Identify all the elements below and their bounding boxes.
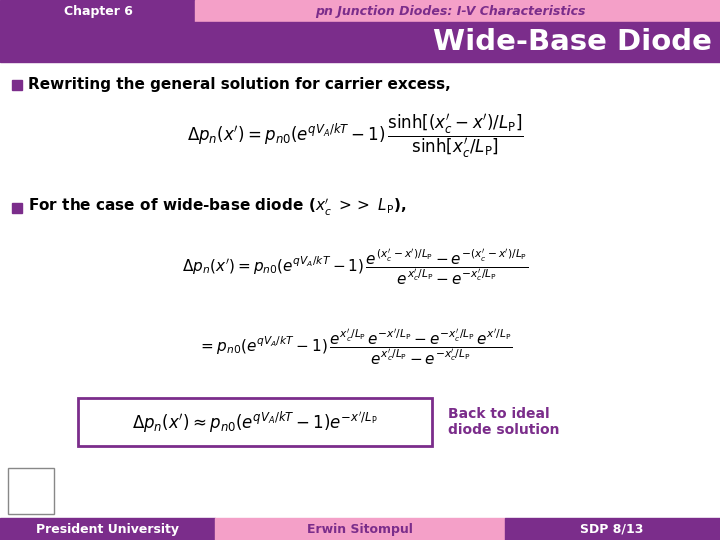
Text: Erwin Sitompul: Erwin Sitompul (307, 523, 413, 536)
Bar (8, 468, 54, 514)
Text: $\Delta p_n(x') \approx p_{n0}(e^{qV_A/kT}-1)e^{-x'/L_{\rm P}}$: $\Delta p_n(x') \approx p_{n0}(e^{qV_A/k… (132, 409, 378, 435)
Text: For the case of wide-base diode ($x_c'\ >>\ L_{\rm P}$),: For the case of wide-base diode ($x_c'\ … (28, 197, 406, 218)
Bar (12, 203, 22, 213)
Text: Back to ideal
diode solution: Back to ideal diode solution (448, 407, 559, 437)
Bar (12, 80, 22, 90)
Text: Wide-Base Diode: Wide-Base Diode (433, 28, 712, 56)
Text: Rewriting the general solution for carrier excess,: Rewriting the general solution for carri… (28, 77, 451, 91)
Text: $\Delta p_n(x') = p_{n0}(e^{qV_A/kT}-1)\,\dfrac{\sinh\!\left[(x_c'-x')/L_{\rm P}: $\Delta p_n(x') = p_{n0}(e^{qV_A/kT}-1)\… (186, 113, 523, 161)
Bar (505, 518, 720, 540)
Bar (0, 0, 195, 22)
Text: President University: President University (35, 523, 179, 536)
Text: Chapter 6: Chapter 6 (63, 4, 132, 17)
Bar (0, 518, 215, 540)
Bar (195, 0, 720, 22)
Text: $\Delta p_n(x') = p_{n0}(e^{qV_A/kT}-1)\,\dfrac{e^{(x_c'-x')/L_{\rm P}} - e^{-(x: $\Delta p_n(x') = p_{n0}(e^{qV_A/kT}-1)\… (182, 247, 528, 287)
Text: $= p_{n0}(e^{qV_A/kT}-1)\,\dfrac{e^{x_c'/L_{\rm P}}\,e^{-x'/L_{\rm P}} - e^{-x_c: $= p_{n0}(e^{qV_A/kT}-1)\,\dfrac{e^{x_c'… (197, 327, 513, 367)
Text: pn Junction Diodes: I-V Characteristics: pn Junction Diodes: I-V Characteristics (315, 4, 585, 17)
Bar (0, 22, 720, 62)
Text: SDP 8/13: SDP 8/13 (580, 523, 644, 536)
FancyBboxPatch shape (78, 398, 432, 446)
Bar (215, 518, 505, 540)
